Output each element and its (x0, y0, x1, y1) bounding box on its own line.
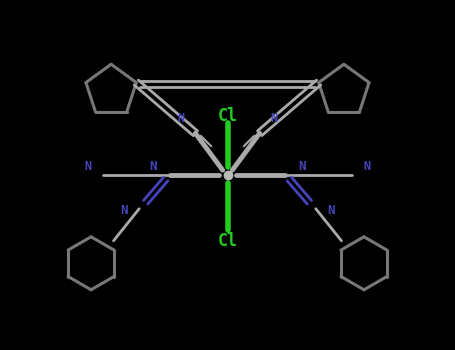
Text: Cl: Cl (217, 107, 238, 125)
Text: Cl: Cl (217, 232, 238, 250)
Text: N: N (298, 160, 306, 174)
Text: N: N (327, 204, 334, 217)
Text: N: N (149, 160, 157, 174)
Text: N: N (363, 160, 370, 174)
Text: N: N (178, 112, 185, 125)
Text: N: N (121, 204, 128, 217)
Text: N: N (270, 112, 277, 125)
Text: N: N (85, 160, 92, 174)
